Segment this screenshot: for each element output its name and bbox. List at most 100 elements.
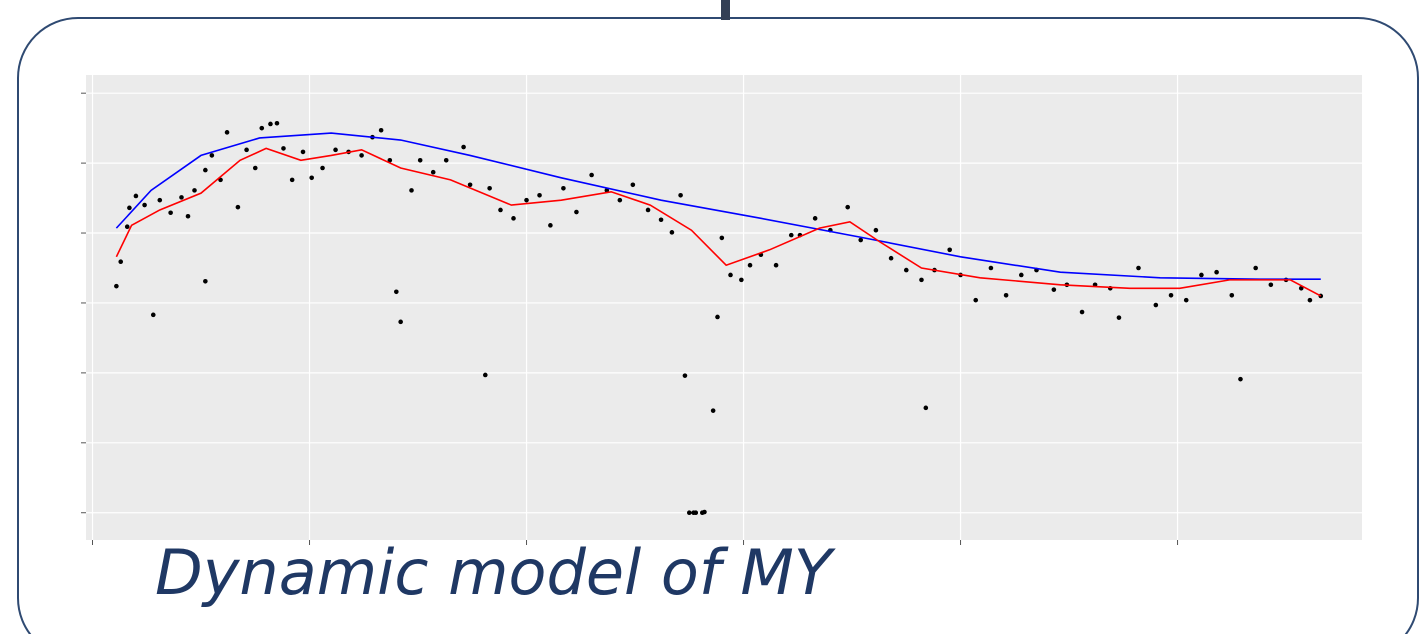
point bbox=[710, 408, 716, 413]
point bbox=[678, 192, 683, 198]
point bbox=[1116, 315, 1122, 320]
point bbox=[682, 373, 688, 378]
point bbox=[589, 172, 594, 178]
point bbox=[268, 121, 273, 127]
point bbox=[747, 262, 753, 268]
point bbox=[333, 147, 338, 153]
point bbox=[252, 165, 258, 171]
point bbox=[281, 146, 286, 151]
point bbox=[114, 283, 119, 289]
point bbox=[244, 147, 249, 153]
point bbox=[300, 149, 306, 155]
point bbox=[118, 259, 124, 264]
point bbox=[873, 227, 879, 233]
point bbox=[417, 158, 423, 163]
point bbox=[1003, 292, 1009, 298]
fit-line bbox=[115, 147, 1322, 297]
point bbox=[259, 125, 265, 131]
point bbox=[203, 278, 208, 284]
point bbox=[1229, 292, 1235, 298]
point bbox=[209, 153, 215, 158]
point bbox=[1253, 265, 1258, 271]
point bbox=[617, 197, 623, 203]
point bbox=[1168, 292, 1174, 298]
point bbox=[289, 177, 295, 183]
caption: Dynamic model of MY bbox=[155, 536, 836, 609]
point bbox=[387, 158, 393, 163]
point bbox=[739, 277, 744, 283]
point bbox=[185, 213, 191, 219]
point bbox=[1183, 297, 1189, 303]
point bbox=[461, 144, 466, 150]
point bbox=[973, 297, 979, 303]
plot-layer bbox=[81, 75, 1362, 545]
point bbox=[467, 182, 473, 188]
point bbox=[728, 272, 733, 278]
point bbox=[192, 188, 197, 193]
point bbox=[988, 265, 994, 271]
point bbox=[812, 216, 818, 221]
point bbox=[1051, 287, 1057, 292]
point bbox=[482, 372, 488, 378]
point bbox=[561, 185, 566, 191]
point bbox=[858, 237, 864, 243]
point bbox=[443, 158, 449, 163]
point bbox=[150, 312, 156, 318]
point bbox=[524, 197, 529, 203]
point bbox=[235, 204, 241, 210]
point bbox=[398, 319, 403, 325]
point bbox=[1018, 272, 1024, 278]
point bbox=[1238, 376, 1243, 382]
point bbox=[574, 209, 579, 215]
point bbox=[686, 510, 692, 516]
fit-line bbox=[115, 132, 1321, 280]
point bbox=[1268, 282, 1274, 288]
point bbox=[923, 405, 929, 411]
point bbox=[1153, 302, 1159, 308]
point bbox=[203, 167, 208, 173]
point bbox=[320, 165, 325, 171]
point bbox=[359, 153, 364, 158]
point bbox=[168, 210, 173, 216]
point bbox=[630, 182, 636, 188]
point bbox=[903, 267, 909, 273]
connector bbox=[721, 0, 730, 20]
point bbox=[430, 169, 436, 175]
point bbox=[669, 230, 675, 235]
point bbox=[788, 232, 794, 238]
plot-panel bbox=[86, 75, 1362, 540]
point bbox=[124, 224, 130, 230]
point bbox=[1136, 265, 1141, 271]
point bbox=[1079, 309, 1085, 315]
point bbox=[719, 235, 725, 241]
point bbox=[919, 277, 924, 283]
point bbox=[157, 197, 163, 203]
point bbox=[1199, 272, 1204, 278]
point bbox=[179, 195, 184, 200]
point bbox=[142, 202, 147, 208]
point bbox=[274, 120, 280, 126]
point bbox=[309, 175, 314, 181]
point bbox=[658, 217, 664, 223]
point bbox=[947, 247, 952, 253]
point bbox=[773, 262, 779, 268]
point bbox=[378, 127, 384, 133]
point bbox=[498, 207, 503, 213]
point bbox=[845, 204, 850, 210]
point bbox=[888, 255, 894, 261]
point bbox=[1214, 269, 1219, 275]
point bbox=[487, 185, 492, 191]
point bbox=[127, 205, 132, 211]
point bbox=[1307, 297, 1313, 303]
point bbox=[394, 289, 399, 295]
point bbox=[693, 510, 699, 516]
point bbox=[548, 223, 553, 228]
point bbox=[511, 216, 516, 221]
point bbox=[224, 130, 230, 135]
point bbox=[645, 207, 651, 213]
point bbox=[715, 314, 720, 320]
point bbox=[133, 193, 139, 199]
frame bbox=[17, 17, 1419, 634]
point bbox=[702, 509, 707, 515]
